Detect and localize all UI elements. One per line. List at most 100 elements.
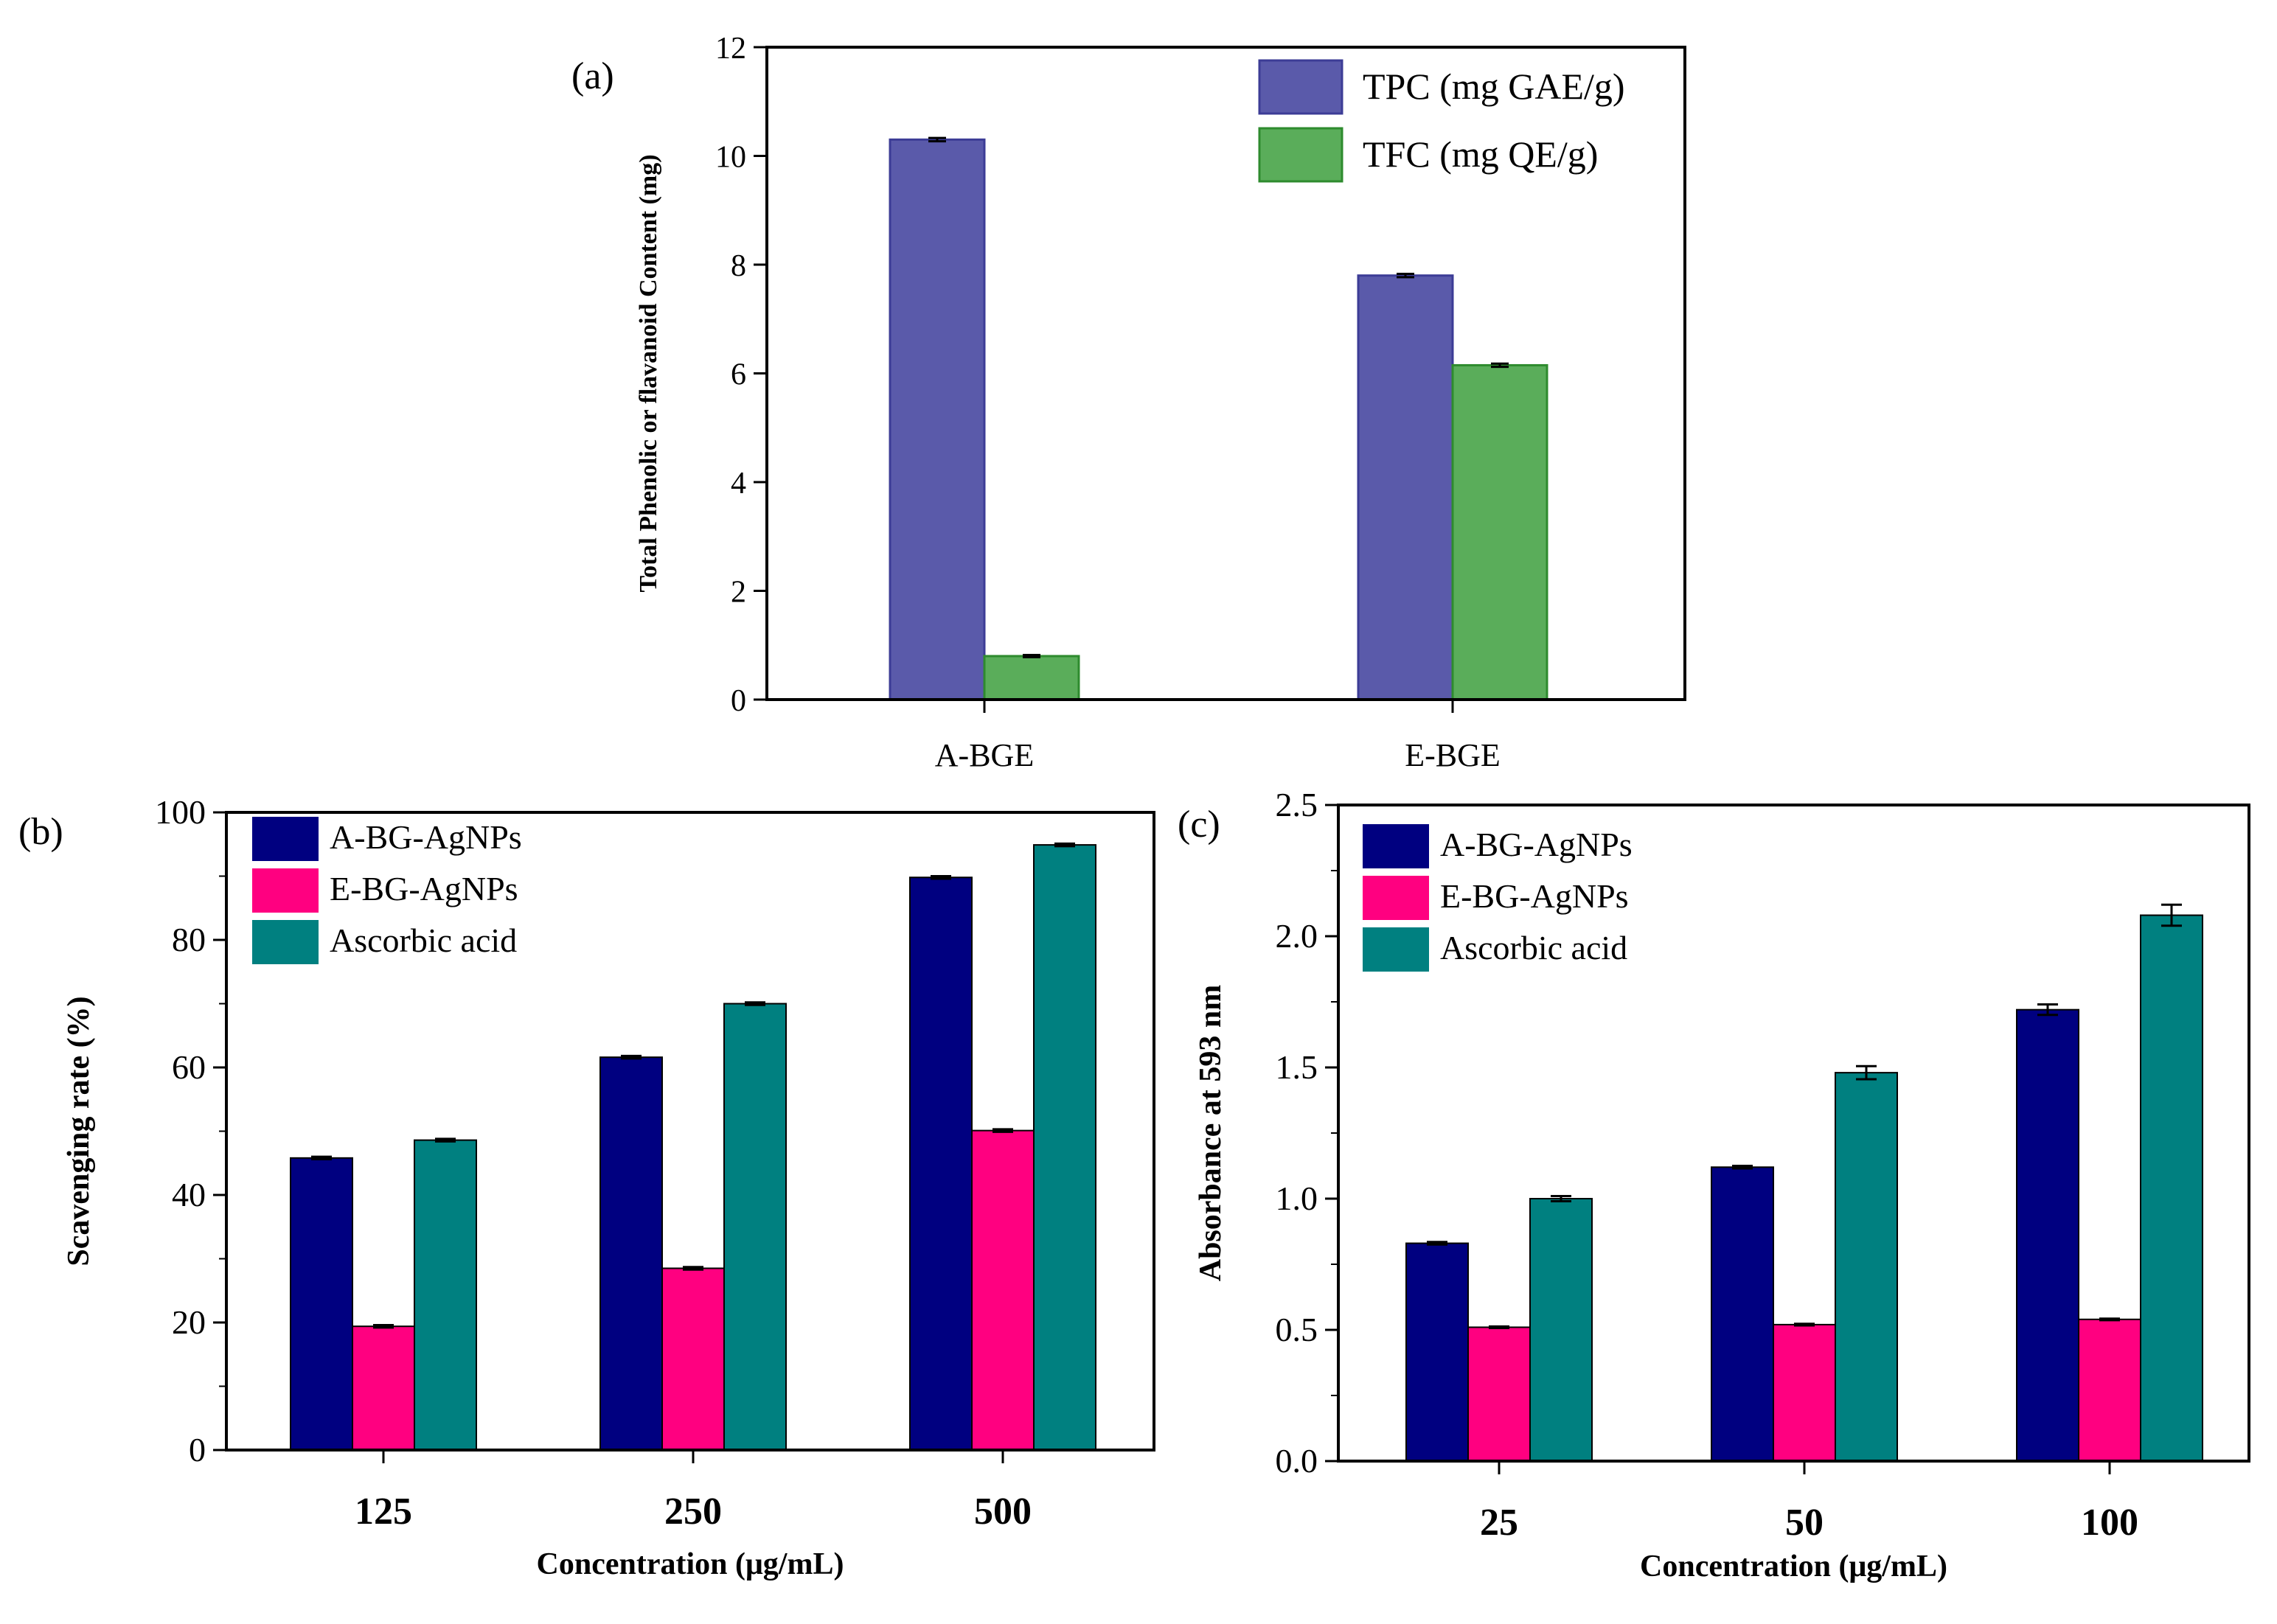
panel-a-label: (a) [571, 55, 614, 97]
panel-b-error-bar [745, 1001, 765, 1006]
panel-a-ytick-label: 2 [731, 576, 746, 610]
panel-b-ytick-label: 0 [189, 1431, 206, 1468]
panel-a-legend-label: TFC (mg QE/g) [1363, 133, 1598, 175]
panel-a-group: 0 2 4 6 8 10 12 A-BGE E-BGE Total Phenolic or fla… [571, 32, 1686, 773]
panel-c-ytick-label: 1.0 [1276, 1179, 1318, 1217]
panel-c-xlabel: Concentration (μg/mL) [1640, 1550, 1947, 1583]
panel-c-bar-e-bg-agnps-100 [2078, 1318, 2141, 1463]
panel-c-legend-label: Ascorbic acid [1440, 929, 1627, 966]
panel-b-bar-e-bg-agnps-500 [971, 1129, 1035, 1451]
panel-c-bar-e-bg-agnps-50 [1773, 1323, 1836, 1462]
panel-b-error-bar [621, 1054, 642, 1060]
panel-b-label: (b) [18, 811, 63, 853]
panel-c-error-bar [1794, 1322, 1815, 1327]
panel-a-xtick-label: E-BGE [1405, 737, 1501, 773]
panel-b-error-bar [311, 1155, 332, 1161]
panel-b-error-bar [373, 1323, 394, 1329]
panel-b-ytick-label: 40 [172, 1176, 206, 1213]
panel-c-ylabel: Absorbance at 593 nm [1194, 985, 1228, 1282]
panel-c-bar-a-bg-agnps-100 [2016, 1008, 2079, 1463]
panel-a-legend-label: TPC (mg GAE/g) [1363, 66, 1625, 107]
panel-b-xtick-label: 250 [664, 1491, 722, 1533]
panel-a-ytick-label: 6 [731, 358, 746, 392]
panel-a-ytick-label: 8 [731, 249, 746, 283]
panel-a-ytick-label: 0 [731, 684, 746, 718]
panel-a-bar-tpc-mg-gae-g--A-BGE [889, 138, 986, 701]
panel-a-error-bar [1491, 362, 1509, 369]
panel-c-error-bar [1427, 1241, 1447, 1246]
panel-b-bar-e-bg-agnps-250 [661, 1267, 725, 1451]
panel-b-error-bar [993, 1128, 1013, 1133]
panel-c-error-bar [1551, 1194, 1571, 1203]
panel-c-bar-a-bg-agnps-25 [1405, 1242, 1469, 1463]
panel-b-bar-a-bg-agnps-500 [909, 877, 973, 1451]
panel-b-error-bar [683, 1266, 703, 1271]
panel-c-xtick-label: 25 [1480, 1502, 1518, 1544]
panel-c-legend-swatch [1363, 927, 1429, 972]
panel-c-xtick-label: 100 [2081, 1502, 2138, 1544]
panel-b-error-bar [931, 875, 951, 880]
panel-b-ytick-label: 20 [172, 1303, 206, 1341]
panel-b-legend: A-BG-AgNPs E-BG-AgNPs Ascorbic acid [252, 817, 522, 964]
panel-a-ylabel: Total Phenolic or flavanoid Content (mg) [635, 154, 662, 592]
panel-c-xtick-label: 50 [1785, 1502, 1824, 1544]
panel-c-legend-swatch [1363, 824, 1429, 868]
panel-c-bar-a-bg-agnps-50 [1711, 1166, 1774, 1463]
panel-a-error-bar [928, 136, 946, 143]
panel-c-ytick-label: 0.5 [1276, 1311, 1318, 1348]
panel-b-bar-ascorbic-acid-125 [414, 1139, 477, 1451]
panel-c-bar-ascorbic-acid-50 [1835, 1072, 1898, 1462]
panel-c-legend: A-BG-AgNPs E-BG-AgNPs Ascorbic acid [1363, 824, 1633, 972]
panel-c-error-bar [1856, 1064, 1877, 1081]
panel-c-bar-e-bg-agnps-25 [1467, 1326, 1531, 1462]
panel-c-label: (c) [1178, 804, 1220, 846]
panel-c-legend-label: E-BG-AgNPs [1440, 877, 1629, 915]
panel-a-bar-tfc-mg-qe-g--A-BGE [983, 655, 1080, 701]
panel-b-legend-label: Ascorbic acid [330, 921, 517, 959]
panel-c-error-bar [2037, 1003, 2058, 1017]
panel-c-ytick-label: 2.5 [1276, 786, 1318, 823]
panel-a-ytick-label: 12 [715, 32, 746, 66]
panel-c-group: 0.0 0.5 1.0 1.5 2.0 2.5 25 50 100 Absorbance at 5… [1178, 786, 2250, 1583]
panel-b-legend-swatch [252, 817, 319, 861]
panel-b-legend-swatch [252, 868, 319, 913]
panel-a-error-bar [1023, 654, 1040, 658]
panel-b-bar-a-bg-agnps-250 [599, 1056, 663, 1452]
panel-c-error-bar [1732, 1165, 1753, 1170]
panel-b-ytick-label: 60 [172, 1048, 206, 1086]
panel-c-bar-ascorbic-acid-25 [1529, 1198, 1593, 1462]
panel-c-error-bar [2099, 1317, 2120, 1322]
panel-a-xtick-label: A-BGE [935, 737, 1034, 773]
panel-a-legend-swatch [1258, 127, 1343, 183]
panel-b-xlabel: Concentration (μg/mL) [537, 1547, 844, 1581]
panel-b-bar-ascorbic-acid-500 [1033, 844, 1096, 1451]
panel-c-ytick-label: 2.0 [1276, 917, 1318, 955]
panel-b-xtick-label: 125 [355, 1491, 412, 1533]
panel-a-bar-tpc-mg-gae-g--E-BGE [1357, 274, 1454, 701]
panel-c-legend-swatch [1363, 876, 1429, 920]
panel-b-ytick-label: 100 [155, 793, 206, 831]
panel-c-ytick-label: 1.5 [1276, 1048, 1318, 1086]
panel-a-ytick-label: 10 [715, 141, 746, 175]
panel-a-ytick-label: 4 [731, 467, 746, 501]
panel-c-error-bar [1489, 1325, 1509, 1330]
panel-b-error-bar [435, 1137, 456, 1143]
panel-c-legend-label: A-BG-AgNPs [1440, 826, 1633, 863]
panel-b-group: 0 20 40 60 80 100 125 250 500 Scavenging rate (%)… [18, 793, 1155, 1581]
panel-a-bar-tfc-mg-qe-g--E-BGE [1451, 363, 1548, 701]
panel-a-legend-swatch [1258, 59, 1343, 115]
panel-c-ytick-label: 0.0 [1276, 1442, 1318, 1480]
panel-a-legend: TPC (mg GAE/g) TFC (mg QE/g) [1258, 59, 1625, 183]
panel-b-bar-ascorbic-acid-250 [723, 1003, 787, 1451]
panel-b-bar-a-bg-agnps-125 [290, 1157, 353, 1451]
panel-b-legend-label: A-BG-AgNPs [330, 818, 522, 856]
panel-b-legend-swatch [252, 920, 319, 964]
panel-b-xtick-label: 500 [974, 1491, 1032, 1533]
panel-b-ytick-label: 80 [172, 921, 206, 958]
panel-b-error-bar [1054, 842, 1075, 848]
panel-b-bar-e-bg-agnps-125 [352, 1325, 415, 1451]
panel-b-legend-label: E-BG-AgNPs [330, 870, 518, 907]
panel-c-error-bar [2161, 903, 2182, 927]
panel-c-bar-ascorbic-acid-100 [2140, 914, 2203, 1462]
